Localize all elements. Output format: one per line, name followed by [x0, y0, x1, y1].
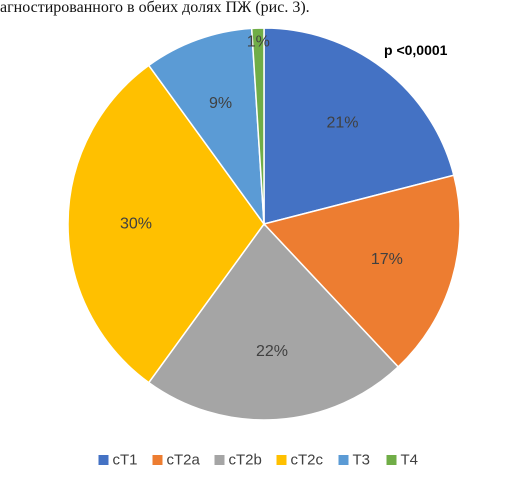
pie-slices — [67, 27, 461, 421]
pie-slice-ct1 — [263, 27, 455, 225]
data-label-t3: 9% — [209, 95, 232, 112]
data-label-ct2c: 30% — [120, 216, 152, 233]
data-label-ct2b: 22% — [256, 343, 288, 360]
pie-slice-ct2a — [262, 174, 461, 368]
legend-swatch-ct2b — [214, 455, 225, 465]
pie-slice-ct2b — [147, 222, 400, 421]
legend-label-t3: T3 — [353, 452, 371, 469]
legend-swatch-ct2a — [152, 455, 163, 465]
legend-label-t4: T4 — [401, 452, 419, 469]
pie-slice-t4 — [250, 27, 265, 225]
legend-swatch-ct1 — [98, 455, 109, 465]
p-value-annotation: p <0,0001 — [384, 42, 448, 58]
pie-data-labels: 21% 17% 22% 30% 9% 1% — [120, 34, 403, 361]
pie-slice-ct2c — [67, 64, 265, 384]
data-label-ct2a: 17% — [371, 251, 403, 268]
chart-legend: cT1 cT2a cT2b cT2c T3 T4 — [98, 452, 419, 469]
legend-swatch-t3 — [338, 455, 349, 465]
legend-label-ct2c: cT2c — [291, 452, 324, 469]
legend-label-ct1: cT1 — [113, 452, 138, 469]
legend-label-ct2a: cT2a — [167, 452, 201, 469]
data-label-ct1: 21% — [326, 114, 358, 131]
legend-label-ct2b: cT2b — [229, 452, 262, 469]
legend-swatch-t4 — [386, 455, 397, 465]
legend-swatch-ct2c — [276, 455, 287, 465]
caption-text: агностированного в обеих долях ПЖ (рис. … — [0, 0, 310, 16]
pie-slice-t3 — [147, 27, 265, 227]
data-label-t4: 1% — [247, 34, 270, 51]
